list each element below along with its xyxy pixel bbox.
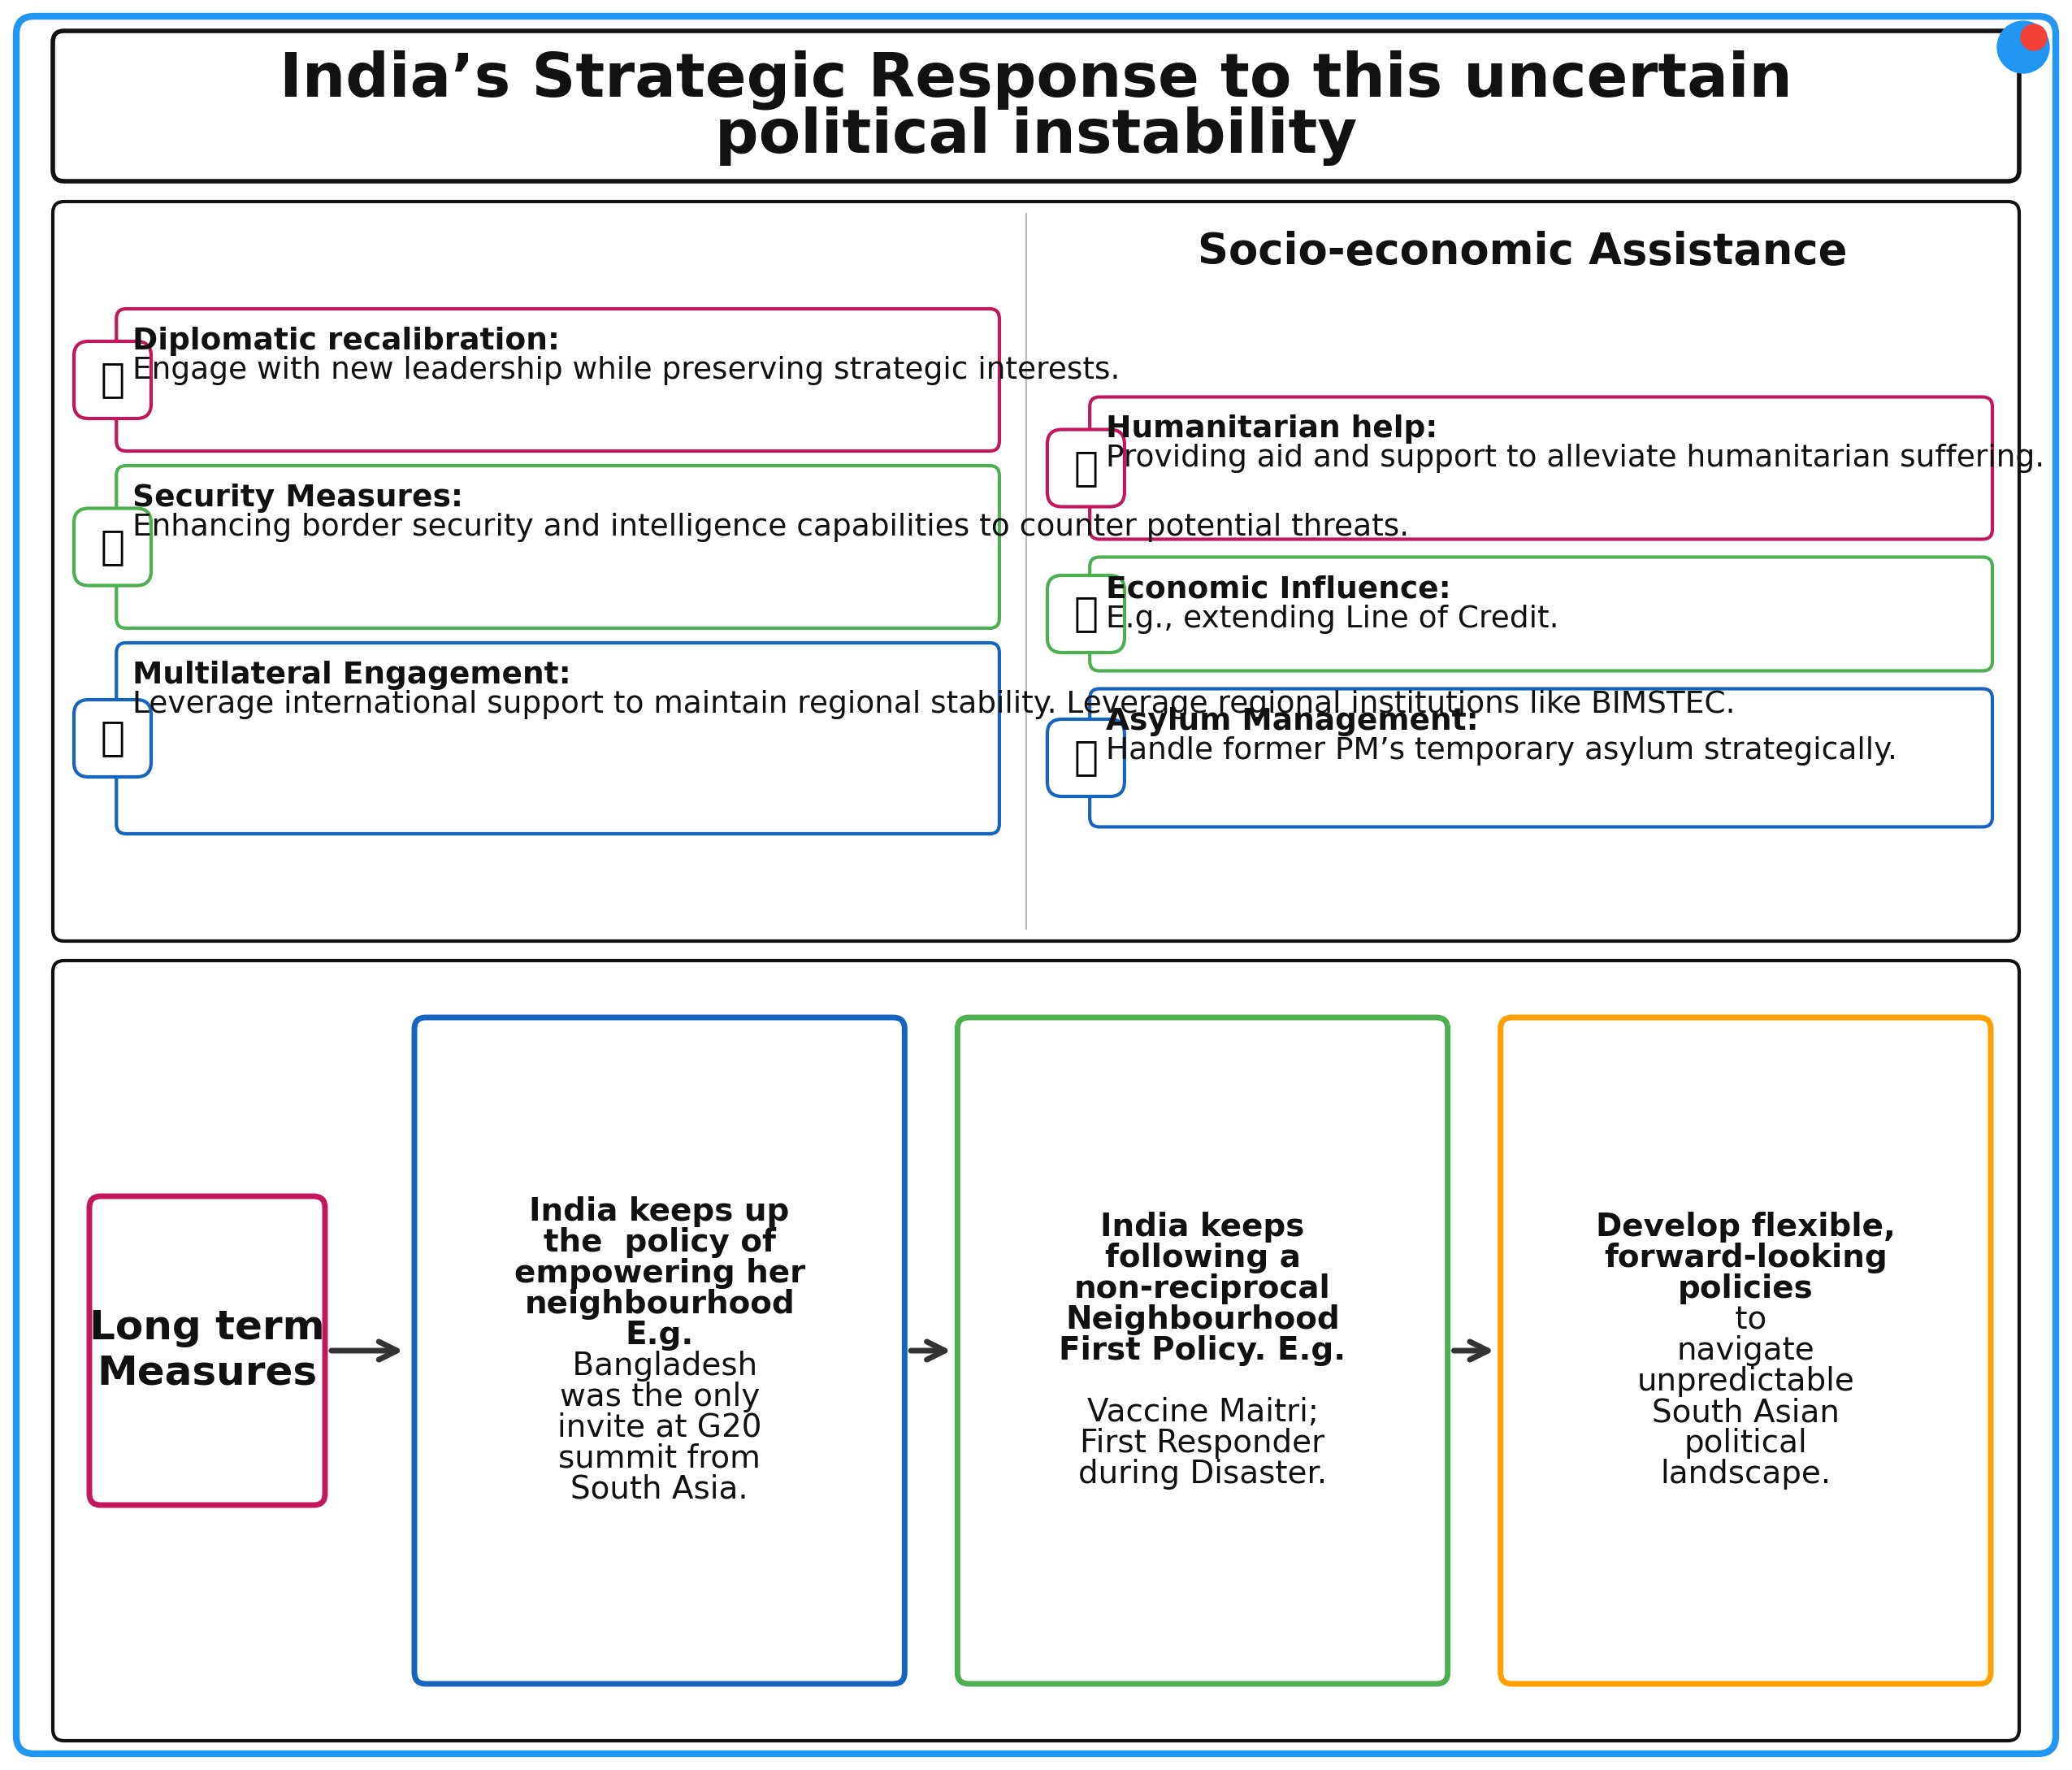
Text: 💂: 💂 <box>99 527 124 566</box>
Text: during Disaster.: during Disaster. <box>1077 1458 1326 1490</box>
Text: empowering her: empowering her <box>514 1258 806 1289</box>
Text: Providing aid and support to alleviate humanitarian suffering.: Providing aid and support to alleviate h… <box>1106 444 2045 473</box>
Text: non-reciprocal: non-reciprocal <box>1073 1273 1330 1304</box>
Text: Develop flexible,: Develop flexible, <box>1595 1212 1896 1243</box>
Text: to: to <box>1724 1304 1767 1335</box>
FancyBboxPatch shape <box>116 308 999 451</box>
FancyBboxPatch shape <box>89 1197 325 1505</box>
Text: Asylum Management:: Asylum Management: <box>1106 706 1479 736</box>
Text: was the only: was the only <box>559 1382 760 1412</box>
Text: Humanitarian help:: Humanitarian help: <box>1106 414 1438 444</box>
Text: navigate: navigate <box>1676 1335 1815 1366</box>
Text: policies: policies <box>1678 1273 1813 1304</box>
FancyBboxPatch shape <box>52 961 2020 1740</box>
Text: Bangladesh: Bangladesh <box>562 1351 756 1382</box>
Circle shape <box>1997 21 2049 73</box>
Text: Vaccine Maitri;: Vaccine Maitri; <box>1088 1397 1318 1428</box>
FancyBboxPatch shape <box>1090 689 1993 827</box>
Text: India keeps up: India keeps up <box>528 1197 789 1227</box>
Text: First Responder: First Responder <box>1080 1428 1324 1458</box>
Text: Diplomatic recalibration:: Diplomatic recalibration: <box>133 327 559 356</box>
FancyBboxPatch shape <box>17 16 2055 1754</box>
Text: political instability: political instability <box>715 106 1357 166</box>
Text: unpredictable: unpredictable <box>1637 1366 1854 1397</box>
FancyBboxPatch shape <box>116 466 999 628</box>
Text: 🤜: 🤜 <box>1073 448 1098 487</box>
FancyBboxPatch shape <box>957 1018 1448 1683</box>
Text: Multilateral Engagement:: Multilateral Engagement: <box>133 660 572 690</box>
FancyBboxPatch shape <box>75 508 151 586</box>
Text: invite at G20: invite at G20 <box>557 1412 762 1443</box>
Text: E.g.: E.g. <box>626 1320 694 1351</box>
Text: First Policy. E.g.: First Policy. E.g. <box>1059 1335 1347 1366</box>
FancyBboxPatch shape <box>1046 575 1125 653</box>
FancyBboxPatch shape <box>414 1018 905 1683</box>
Text: South Asia.: South Asia. <box>570 1474 748 1504</box>
Text: Economic Influence:: Economic Influence: <box>1106 575 1450 604</box>
Text: following a: following a <box>1104 1243 1301 1273</box>
Text: summit from: summit from <box>559 1443 760 1474</box>
Text: South Asian: South Asian <box>1651 1397 1840 1428</box>
Text: 🤝: 🤝 <box>99 719 124 758</box>
Text: 🌐: 🌐 <box>99 361 124 400</box>
Text: Leverage international support to maintain regional stability. Leverage regional: Leverage international support to mainta… <box>133 690 1736 719</box>
Text: Long term
Measures: Long term Measures <box>89 1308 325 1393</box>
Text: 🏠: 🏠 <box>1073 738 1098 777</box>
FancyBboxPatch shape <box>1090 558 1993 671</box>
Circle shape <box>2020 25 2047 50</box>
FancyBboxPatch shape <box>1500 1018 1991 1683</box>
FancyBboxPatch shape <box>1090 396 1993 540</box>
Text: E.g., extending Line of Credit.: E.g., extending Line of Credit. <box>1106 604 1558 634</box>
Text: India’s Strategic Response to this uncertain: India’s Strategic Response to this uncer… <box>280 50 1792 110</box>
Text: political: political <box>1685 1428 1807 1458</box>
Text: Neighbourhood: Neighbourhood <box>1065 1304 1341 1335</box>
Text: 💰: 💰 <box>1073 595 1098 634</box>
Text: India keeps: India keeps <box>1100 1212 1305 1243</box>
FancyBboxPatch shape <box>75 342 151 418</box>
Text: the  policy of: the policy of <box>543 1227 775 1258</box>
Text: landscape.: landscape. <box>1660 1458 1832 1490</box>
FancyBboxPatch shape <box>52 202 2020 942</box>
FancyBboxPatch shape <box>1046 719 1125 796</box>
FancyBboxPatch shape <box>52 30 2020 181</box>
Text: Security Measures:: Security Measures: <box>133 483 464 513</box>
Text: Enhancing border security and intelligence capabilities to counter potential thr: Enhancing border security and intelligen… <box>133 513 1409 542</box>
FancyBboxPatch shape <box>1046 430 1125 506</box>
Text: Socio-economic Assistance: Socio-economic Assistance <box>1198 230 1848 273</box>
Text: neighbourhood: neighbourhood <box>524 1289 796 1320</box>
Text: forward-looking: forward-looking <box>1604 1243 1888 1273</box>
FancyBboxPatch shape <box>75 699 151 777</box>
Text: Engage with new leadership while preserving strategic interests.: Engage with new leadership while preserv… <box>133 356 1121 386</box>
FancyBboxPatch shape <box>116 643 999 834</box>
Text: Handle former PM’s temporary asylum strategically.: Handle former PM’s temporary asylum stra… <box>1106 736 1898 765</box>
